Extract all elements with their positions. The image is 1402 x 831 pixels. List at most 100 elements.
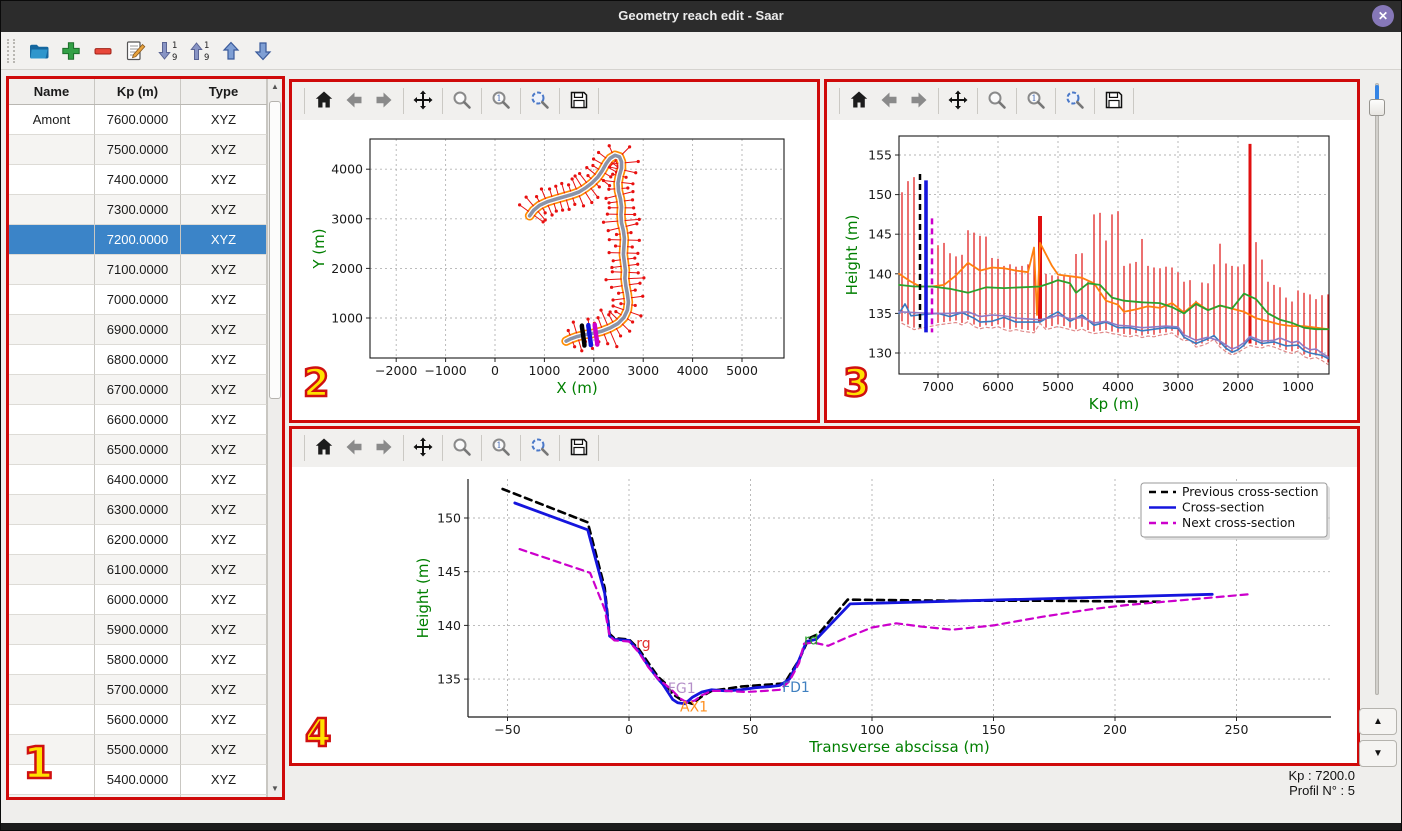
table-cell[interactable]: XYZ [181,225,267,255]
table-cell[interactable]: 7000.0000 [95,285,181,315]
table-cell[interactable] [9,315,95,345]
table-cell[interactable]: 5700.0000 [95,675,181,705]
table-cell[interactable]: XYZ [181,405,267,435]
table-row[interactable]: 5800.0000 XYZ [9,645,267,675]
table-cell[interactable]: XYZ [181,705,267,735]
table-cell[interactable]: 6100.0000 [95,555,181,585]
table-row[interactable]: 6400.0000 XYZ [9,465,267,495]
table-scrollbar[interactable]: ▲ ▼ [267,79,282,797]
table-cell[interactable]: XYZ [181,285,267,315]
table-row[interactable]: 7200.0000 XYZ [9,225,267,255]
table-cell[interactable] [9,195,95,225]
table-row[interactable]: 7100.0000 XYZ [9,255,267,285]
move-up-button[interactable] [216,36,246,66]
table-cell[interactable] [9,705,95,735]
pan-button[interactable] [943,86,973,116]
table-row[interactable]: 6700.0000 XYZ [9,375,267,405]
table-cell[interactable] [9,615,95,645]
table-cell[interactable]: XYZ [181,495,267,525]
table-cell[interactable]: 5800.0000 [95,645,181,675]
table-cell[interactable] [9,435,95,465]
open-button[interactable] [24,36,54,66]
move-down-button[interactable] [248,36,278,66]
table-row[interactable]: 6600.0000 XYZ [9,405,267,435]
home-button[interactable] [309,433,339,463]
zoom-region-button[interactable]: 1 [486,433,516,463]
table-cell[interactable]: 5400.0000 [95,765,181,795]
zoom-button[interactable] [447,433,477,463]
table-cell[interactable] [9,645,95,675]
home-button[interactable] [309,86,339,116]
table-row[interactable]: 6800.0000 XYZ [9,345,267,375]
table-cell[interactable] [9,675,95,705]
table-row[interactable]: 5500.0000 XYZ [9,735,267,765]
table-row[interactable]: 5700.0000 XYZ [9,675,267,705]
table-row[interactable]: 5400.0000 XYZ [9,765,267,795]
table-row[interactable]: 6900.0000 XYZ [9,315,267,345]
zoom-button[interactable] [982,86,1012,116]
column-header[interactable]: Name [9,79,95,104]
table-cell[interactable]: 5600.0000 [95,705,181,735]
table-cell[interactable] [9,375,95,405]
table-cell[interactable]: 6000.0000 [95,585,181,615]
zoom-fit-button[interactable] [525,433,555,463]
table-row[interactable]: 6300.0000 XYZ [9,495,267,525]
close-button[interactable]: ✕ [1372,5,1394,27]
table-cell[interactable]: XYZ [181,615,267,645]
table-cell[interactable]: XYZ [181,585,267,615]
edit-section-button[interactable] [120,36,150,66]
table-row[interactable]: 7300.0000 XYZ [9,195,267,225]
table-cell[interactable] [9,285,95,315]
table-cell[interactable]: 6500.0000 [95,435,181,465]
column-header[interactable]: Type [181,79,267,104]
table-cell[interactable]: 7400.0000 [95,165,181,195]
table-cell[interactable]: XYZ [181,375,267,405]
table-cell[interactable]: 7100.0000 [95,255,181,285]
table-cell[interactable]: XYZ [181,675,267,705]
table-cell[interactable] [9,525,95,555]
kp-slider-track[interactable] [1375,83,1379,695]
table-cell[interactable]: XYZ [181,765,267,795]
table-cell[interactable]: 6900.0000 [95,315,181,345]
zoom-region-button[interactable]: 1 [1021,86,1051,116]
table-cell[interactable] [9,345,95,375]
table-cell[interactable] [9,255,95,285]
table-cell[interactable]: XYZ [181,795,267,797]
column-header[interactable]: Kp (m) [95,79,181,104]
table-cell[interactable]: 7600.0000 [95,105,181,135]
table-cell[interactable] [9,795,95,797]
forward-button[interactable] [369,86,399,116]
scroll-down-icon[interactable]: ▼ [271,784,279,793]
table-cell[interactable] [9,465,95,495]
table-cell[interactable]: XYZ [181,315,267,345]
table-row[interactable]: 6100.0000 XYZ [9,555,267,585]
table-cell[interactable]: 7500.0000 [95,135,181,165]
table-cell[interactable]: 6800.0000 [95,345,181,375]
table-cell[interactable] [9,405,95,435]
toolbar-drag-handle[interactable] [7,38,15,63]
plan-plot-figure[interactable]: −2000 −1000 0 1000 2000 3000 4000 5000 1000 2000 3… [292,120,817,420]
table-cell[interactable]: XYZ [181,345,267,375]
table-cell[interactable]: 6600.0000 [95,405,181,435]
table-cell[interactable]: XYZ [181,165,267,195]
profile-plot-figure[interactable]: 7000 6000 5000 4000 3000 2000 1000 130 135 140 145… [827,120,1357,420]
save-button[interactable] [564,86,594,116]
pan-button[interactable] [408,433,438,463]
table-cell[interactable]: 6300.0000 [95,495,181,525]
back-button[interactable] [339,433,369,463]
table-cell[interactable]: 5300.0000 [95,795,181,797]
table-cell[interactable] [9,765,95,795]
table-cell[interactable]: 6200.0000 [95,525,181,555]
table-row[interactable]: 5600.0000 XYZ [9,705,267,735]
table-cell[interactable]: XYZ [181,435,267,465]
table-cell[interactable]: XYZ [181,195,267,225]
table-row[interactable]: 6500.0000 XYZ [9,435,267,465]
forward-button[interactable] [904,86,934,116]
table-row[interactable]: 6200.0000 XYZ [9,525,267,555]
table-cell[interactable] [9,165,95,195]
table-row[interactable]: 5900.0000 XYZ [9,615,267,645]
table-cell[interactable]: XYZ [181,105,267,135]
scroll-up-icon[interactable]: ▲ [271,82,279,91]
